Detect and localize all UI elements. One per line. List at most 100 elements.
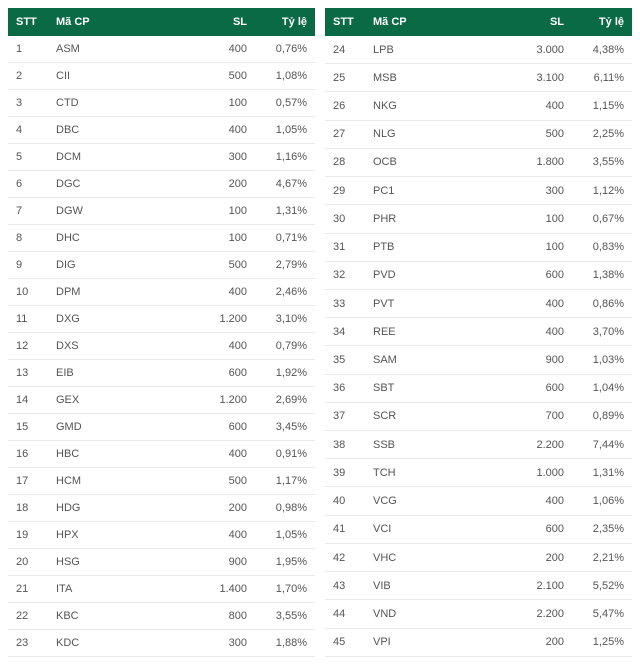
cell-ratio: 1,38% [572,261,632,289]
table-row: 17HCM5001,17% [8,468,315,495]
cell-ratio: 1,17% [255,468,315,495]
cell-ratio: 2,69% [255,387,315,414]
table-row: 19HPX4001,05% [8,522,315,549]
cell-sl: 600 [435,515,572,543]
cell-ratio: 1,95% [255,549,315,576]
cell-ratio: 0,57% [255,90,315,117]
cell-code: DHC [48,225,118,252]
cell-stt: 15 [8,414,48,441]
cell-sl: 300 [118,144,255,171]
cell-code: SSB [365,431,435,459]
cell-stt: 42 [325,543,365,571]
cell-sl: 600 [435,374,572,402]
cell-stt: 10 [8,279,48,306]
cell-code: GMD [48,414,118,441]
cell-stt: 30 [325,205,365,233]
cell-ratio: 0,67% [572,205,632,233]
cell-stt: 25 [325,64,365,92]
cell-sl: 600 [118,360,255,387]
cell-ratio: 0,83% [572,233,632,261]
cell-code: CII [48,63,118,90]
cell-code: HDG [48,495,118,522]
cell-stt: 1 [8,36,48,63]
cell-ratio: 1,05% [255,117,315,144]
cell-code: DXG [48,306,118,333]
cell-ratio: 4,38% [572,36,632,64]
cell-ratio: 5,47% [572,600,632,628]
cell-sl: 500 [435,120,572,148]
cell-stt: 35 [325,346,365,374]
cell-stt: 16 [8,441,48,468]
cell-code: PC1 [365,177,435,205]
col-header-stt: STT [325,8,365,36]
stock-table-left: STT Mã CP SL Tỷ lệ 1ASM4000,76%2CII5001,… [8,8,315,657]
table-row: 27NLG5002,25% [325,120,632,148]
cell-code: DGC [48,171,118,198]
col-header-sl: SL [118,8,255,36]
cell-code: PVT [365,289,435,317]
cell-sl: 400 [435,289,572,317]
cell-ratio: 1,05% [255,522,315,549]
cell-sl: 1.800 [435,148,572,176]
cell-stt: 17 [8,468,48,495]
cell-sl: 200 [435,543,572,571]
cell-sl: 1.400 [118,576,255,603]
table-row: 3CTD1000,57% [8,90,315,117]
cell-stt: 32 [325,261,365,289]
cell-sl: 400 [118,279,255,306]
col-header-ratio: Tỷ lệ [255,8,315,36]
cell-code: DCM [48,144,118,171]
cell-stt: 45 [325,628,365,656]
cell-stt: 9 [8,252,48,279]
table-row: 35SAM9001,03% [325,346,632,374]
cell-ratio: 6,11% [572,64,632,92]
cell-stt: 6 [8,171,48,198]
cell-sl: 400 [118,522,255,549]
cell-code: CTD [48,90,118,117]
cell-ratio: 0,98% [255,495,315,522]
table-row: 33PVT4000,86% [325,289,632,317]
table-row: 29PC13001,12% [325,177,632,205]
cell-code: PHR [365,205,435,233]
cell-code: LPB [365,36,435,64]
cell-stt: 12 [8,333,48,360]
cell-sl: 400 [435,318,572,346]
table-row: 1ASM4000,76% [8,36,315,63]
cell-sl: 500 [118,468,255,495]
cell-sl: 900 [435,346,572,374]
cell-sl: 800 [118,603,255,630]
table-body-left: 1ASM4000,76%2CII5001,08%3CTD1000,57%4DBC… [8,36,315,657]
cell-stt: 7 [8,198,48,225]
table-row: 34REE4003,70% [325,318,632,346]
table-row: 24LPB3.0004,38% [325,36,632,64]
cell-code: HPX [48,522,118,549]
cell-code: ITA [48,576,118,603]
table-row: 12DXS4000,79% [8,333,315,360]
cell-code: SCR [365,402,435,430]
cell-ratio: 0,86% [572,289,632,317]
table-row: 14GEX1.2002,69% [8,387,315,414]
cell-stt: 43 [325,572,365,600]
cell-ratio: 0,91% [255,441,315,468]
cell-ratio: 1,70% [255,576,315,603]
cell-sl: 200 [435,628,572,656]
cell-ratio: 2,25% [572,120,632,148]
table-row: 38SSB2.2007,44% [325,431,632,459]
cell-stt: 19 [8,522,48,549]
cell-stt: 5 [8,144,48,171]
cell-code: VCG [365,487,435,515]
cell-stt: 37 [325,402,365,430]
cell-code: DIG [48,252,118,279]
table-header-row: STT Mã CP SL Tỷ lệ [325,8,632,36]
cell-sl: 500 [118,63,255,90]
cell-code: PVD [365,261,435,289]
cell-sl: 2.200 [435,600,572,628]
cell-stt: 18 [8,495,48,522]
table-row: 25MSB3.1006,11% [325,64,632,92]
stock-table-right: STT Mã CP SL Tỷ lệ 24LPB3.0004,38%25MSB3… [325,8,632,657]
cell-code: NKG [365,92,435,120]
cell-ratio: 3,10% [255,306,315,333]
cell-code: HSG [48,549,118,576]
cell-ratio: 3,70% [572,318,632,346]
cell-ratio: 1,88% [255,630,315,657]
